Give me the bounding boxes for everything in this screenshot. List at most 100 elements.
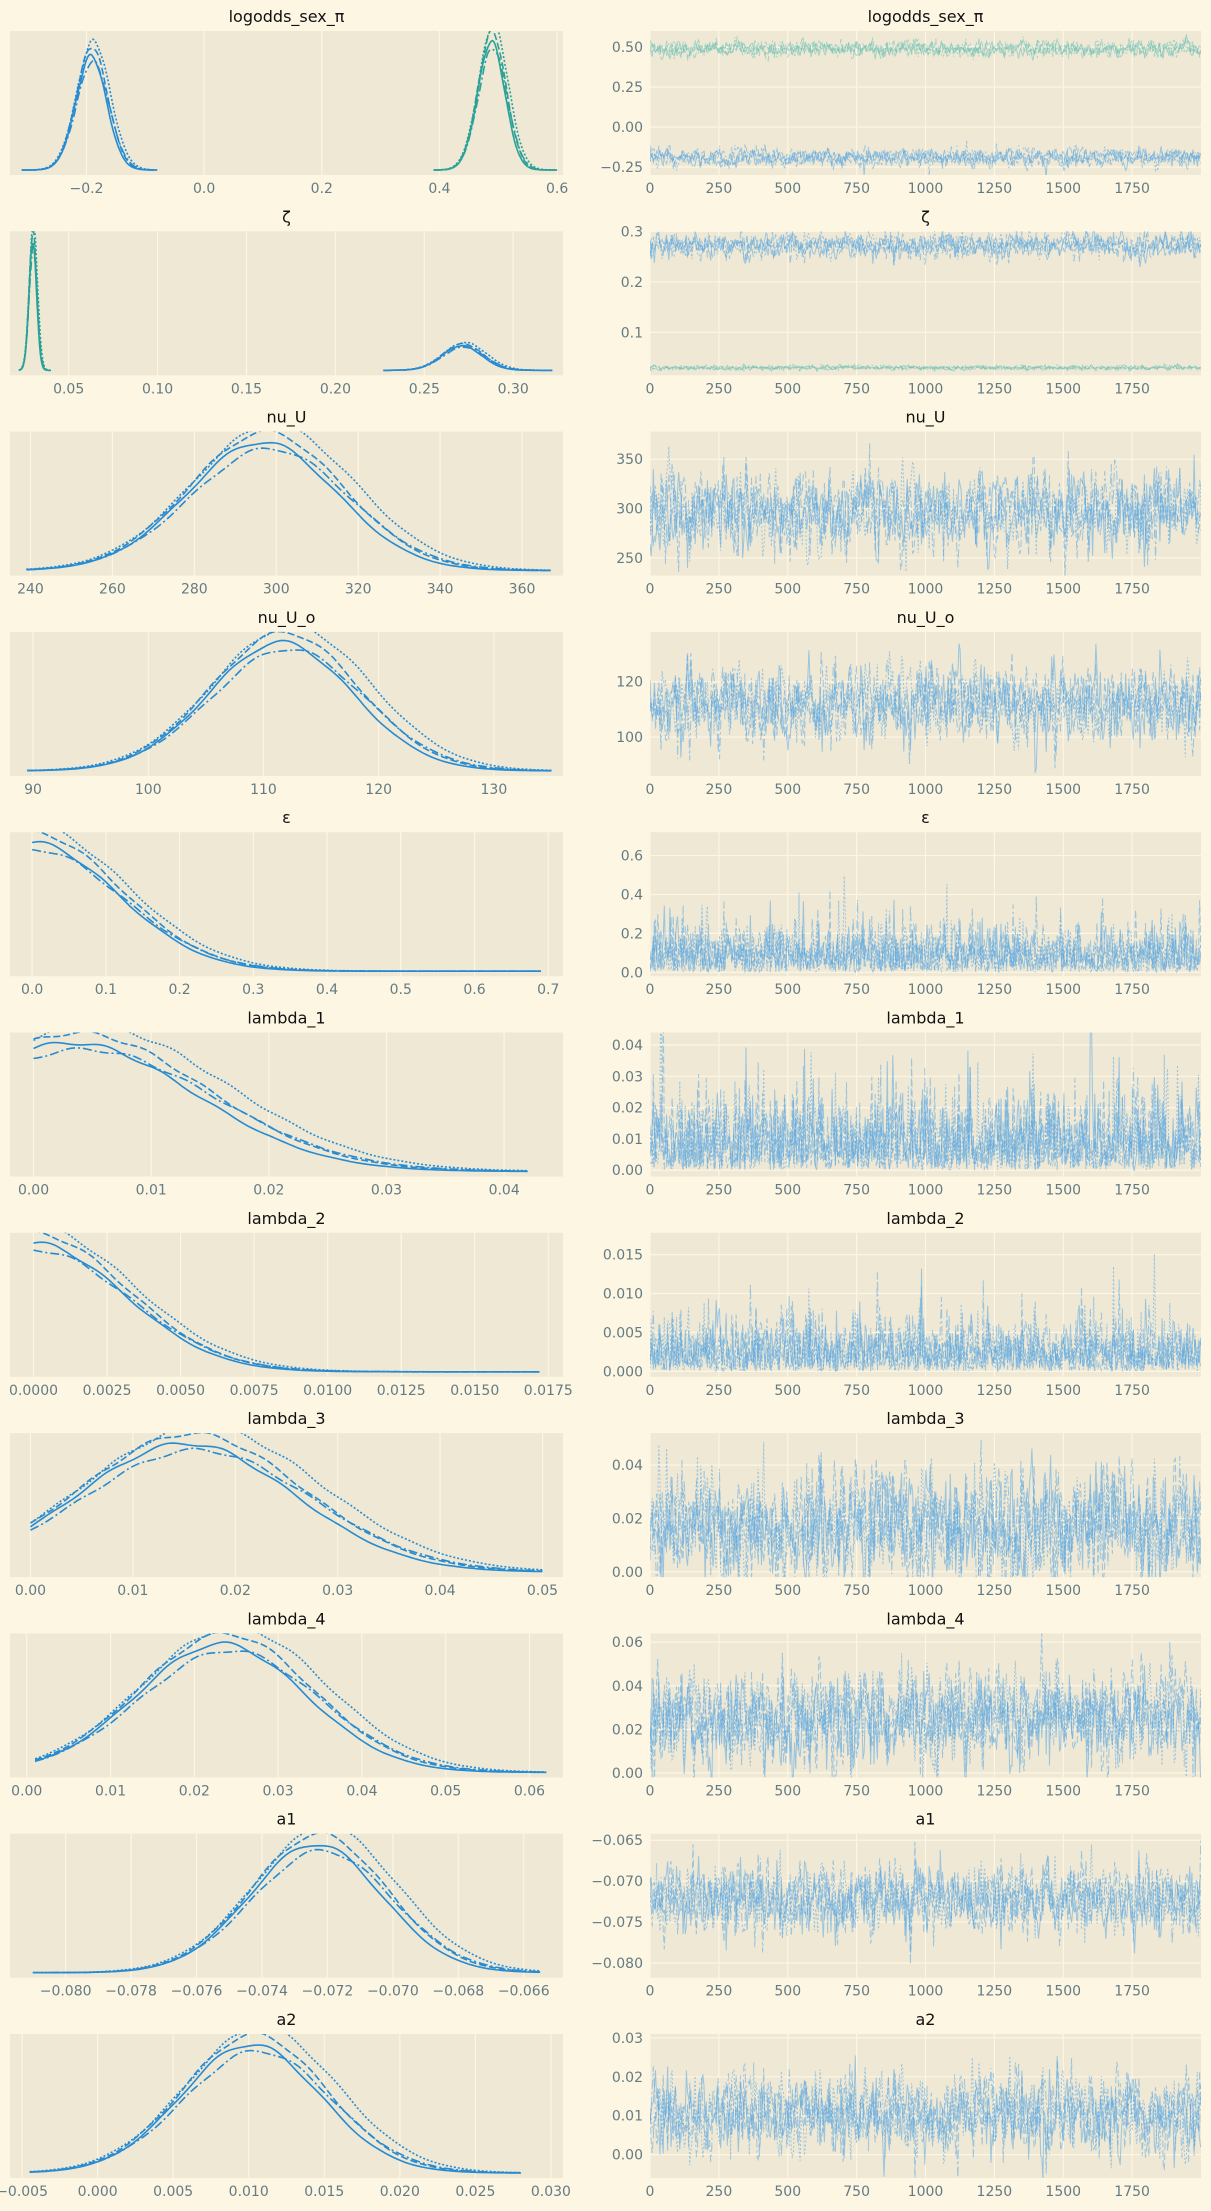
density-panel-2: nu_U 240 260 280 300 320 340 360	[10, 408, 563, 598]
trace-line-chain-3	[650, 36, 1201, 60]
x-tick-label: 0.03	[263, 1783, 294, 1799]
density-panel-6: lambda_2 0.0000 0.0025 0.0050 0.0075 0.0100 0.…	[9, 1209, 573, 1399]
x-tick-label: 1500	[1045, 782, 1081, 798]
x-tick-label: 0.3	[242, 982, 264, 998]
x-tick-label: 0.05	[527, 1583, 558, 1599]
y-tick-label: 0.02	[612, 2070, 643, 2086]
x-tick-label: 1000	[908, 381, 944, 397]
x-tick-label: 1250	[977, 2184, 1013, 2200]
density-curve-chain-2	[18, 245, 51, 372]
density-curve-chain-2	[34, 1650, 547, 1773]
x-tick-label: 750	[843, 2184, 870, 2200]
y-tick-label: 300	[616, 502, 643, 518]
x-tick-label: −0.066	[498, 1984, 550, 2000]
x-tick-label: 1500	[1045, 1383, 1081, 1399]
density-curve-chain-1	[29, 2034, 521, 2174]
trace-panel-3: nu_U_o 0 250 500 750 1000 1250 1500 1750 100 120	[616, 608, 1201, 798]
x-tick-label: 500	[774, 1383, 801, 1399]
y-tick-label: 0.02	[612, 1101, 643, 1117]
x-tick-label: 0.00	[11, 1783, 42, 1799]
density-curve-chain-3	[29, 2034, 521, 2174]
trace-line-chain-2	[650, 1272, 1201, 1372]
trace-line-chain-3	[650, 1032, 1201, 1170]
x-tick-label: 750	[843, 181, 870, 197]
y-tick-label: 0.04	[612, 1038, 643, 1054]
x-tick-label: 0.020	[380, 2184, 420, 2200]
x-tick-label: 0.04	[346, 1783, 377, 1799]
x-tick-label: 250	[706, 1984, 733, 2000]
panel-background	[10, 631, 563, 776]
panel-title: nu_U	[267, 408, 307, 428]
trace-line-chain-2	[650, 231, 1201, 266]
trace-panel-4: ε 0 250 500 750 1000 1250 1500 1750 0.0 0.2 0.4 0.6	[621, 808, 1201, 998]
x-tick-label: 120	[365, 782, 392, 798]
panel-background	[10, 1032, 563, 1177]
y-tick-label: 120	[616, 675, 643, 691]
panel-title: ε	[282, 808, 291, 827]
density-panel-5: lambda_1 0.00 0.01 0.02 0.03 0.04	[10, 1009, 563, 1199]
x-tick-label: 0.10	[142, 381, 173, 397]
x-tick-label: 1750	[1114, 381, 1150, 397]
x-tick-label: 250	[706, 982, 733, 998]
density-curve-chain-2	[26, 447, 551, 572]
x-tick-label: 500	[774, 1183, 801, 1199]
x-tick-label: −0.005	[0, 2184, 48, 2200]
density-panel-8: lambda_4 0.00 0.01 0.02 0.03 0.04 0.05 0.06	[10, 1609, 563, 1799]
x-tick-label: 0.030	[531, 2184, 571, 2200]
x-tick-label: 1000	[908, 982, 944, 998]
trace-line-chain-1	[650, 1841, 1201, 1964]
panel-title: a1	[916, 1810, 936, 1829]
x-tick-label: 0.5	[390, 982, 412, 998]
panel-title: lambda_4	[247, 1609, 325, 1629]
x-tick-label: 1750	[1114, 1984, 1150, 2000]
x-tick-label: 0.015	[304, 2184, 344, 2200]
x-tick-label: 250	[706, 1383, 733, 1399]
x-tick-label: 130	[481, 782, 508, 798]
x-tick-label: 1750	[1114, 1383, 1150, 1399]
trace-line-chain-2	[650, 443, 1201, 568]
trace-line-chain-1	[650, 651, 1201, 769]
x-tick-label: 1250	[977, 181, 1013, 197]
trace-line-chain-3	[650, 2055, 1201, 2169]
density-curve-chain-2	[33, 1047, 528, 1172]
x-tick-label: 1000	[908, 1783, 944, 1799]
x-tick-label: 1000	[908, 1984, 944, 2000]
x-tick-label: 0.005	[153, 2184, 193, 2200]
density-curve-chain-3	[33, 1032, 528, 1172]
panel-title: lambda_3	[247, 1409, 325, 1429]
x-tick-label: 1250	[977, 1383, 1013, 1399]
x-tick-label: 0	[646, 1383, 655, 1399]
plot-area	[650, 443, 1201, 576]
x-tick-label: 250	[706, 2184, 733, 2200]
x-tick-label: 0.04	[425, 1583, 456, 1599]
x-tick-label: 0.4	[316, 982, 338, 998]
x-tick-label: 250	[706, 1183, 733, 1199]
density-curve-chain-3	[383, 341, 553, 372]
x-tick-label: 0.1	[95, 982, 117, 998]
x-tick-label: 0	[646, 982, 655, 998]
x-tick-label: 0.02	[179, 1783, 210, 1799]
trace-line-chain-3	[650, 446, 1201, 572]
x-tick-label: 340	[427, 582, 454, 598]
trace-line-chain-2	[650, 1064, 1201, 1171]
panel-title: nu_U	[906, 408, 946, 428]
x-tick-label: 1250	[977, 982, 1013, 998]
plot-area	[650, 231, 1201, 373]
density-curve-chain-3	[30, 1433, 543, 1571]
density-curve-chain-2	[33, 1249, 540, 1373]
x-tick-label: 500	[774, 1984, 801, 2000]
density-curve-chain-2	[433, 48, 558, 171]
trace-panel-10: a2 0 250 500 750 1000 1250 1500 1750 0.00 0.01 0.02…	[612, 2010, 1201, 2200]
x-tick-label: 0.010	[229, 2184, 269, 2200]
x-tick-label: 750	[843, 1183, 870, 1199]
panel-background	[10, 431, 563, 576]
panel-title: lambda_2	[886, 1209, 964, 1229]
x-tick-label: 1000	[908, 782, 944, 798]
x-tick-label: −0.068	[432, 1984, 484, 2000]
x-tick-label: 1750	[1114, 181, 1150, 197]
x-tick-label: 250	[706, 1783, 733, 1799]
x-tick-label: 1500	[1045, 1783, 1081, 1799]
plot-area	[650, 1839, 1201, 1964]
density-curve-chain-3	[27, 631, 552, 772]
